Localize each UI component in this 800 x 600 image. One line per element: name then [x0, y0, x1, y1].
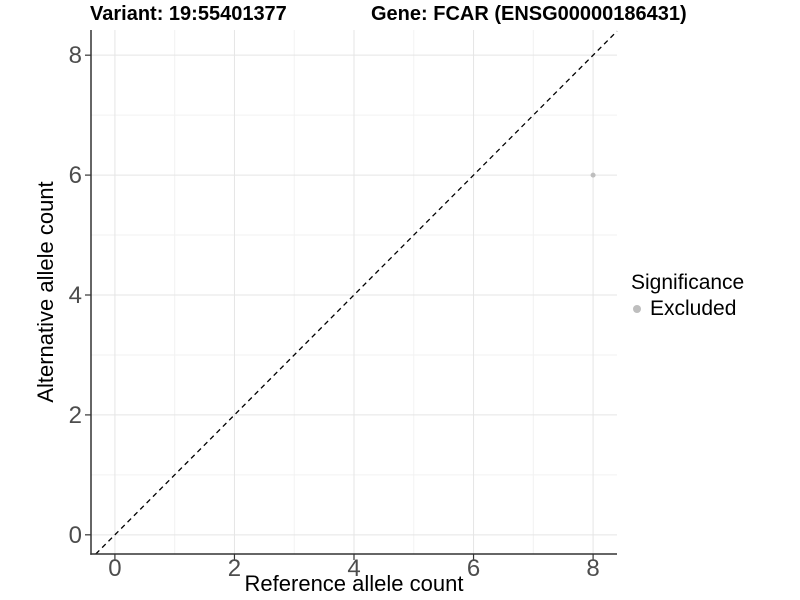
- y-tick-label: 4: [69, 282, 82, 309]
- legend-title: Significance: [631, 271, 745, 294]
- y-tick-label: 6: [69, 162, 82, 189]
- x-tick-label: 2: [228, 555, 241, 582]
- y-tick-label: 0: [69, 522, 82, 549]
- y-tick-label: 2: [69, 402, 82, 429]
- data-point-excluded[interactable]: [590, 172, 596, 178]
- x-tick-label: 0: [108, 555, 121, 582]
- legend: Significance Excluded: [631, 270, 744, 321]
- identity-reference-line: [95, 30, 618, 555]
- plot-title-gene: Gene: FCAR (ENSG00000186431): [371, 3, 687, 25]
- x-tick-label: 6: [467, 555, 480, 582]
- y-axis-title: Alternative allele count: [33, 181, 58, 403]
- x-axis-title: Reference allele count: [244, 571, 464, 596]
- x-tick-label: 4: [347, 555, 360, 582]
- legend-entry-label: Excluded: [650, 297, 737, 320]
- y-tick-label: 8: [69, 42, 82, 69]
- legend-entry-excluded[interactable]: Excluded: [631, 297, 744, 321]
- legend-point-icon: [633, 305, 641, 313]
- x-tick-label: 8: [586, 555, 599, 582]
- plot-title-variant: Variant: 19:55401377: [90, 3, 287, 25]
